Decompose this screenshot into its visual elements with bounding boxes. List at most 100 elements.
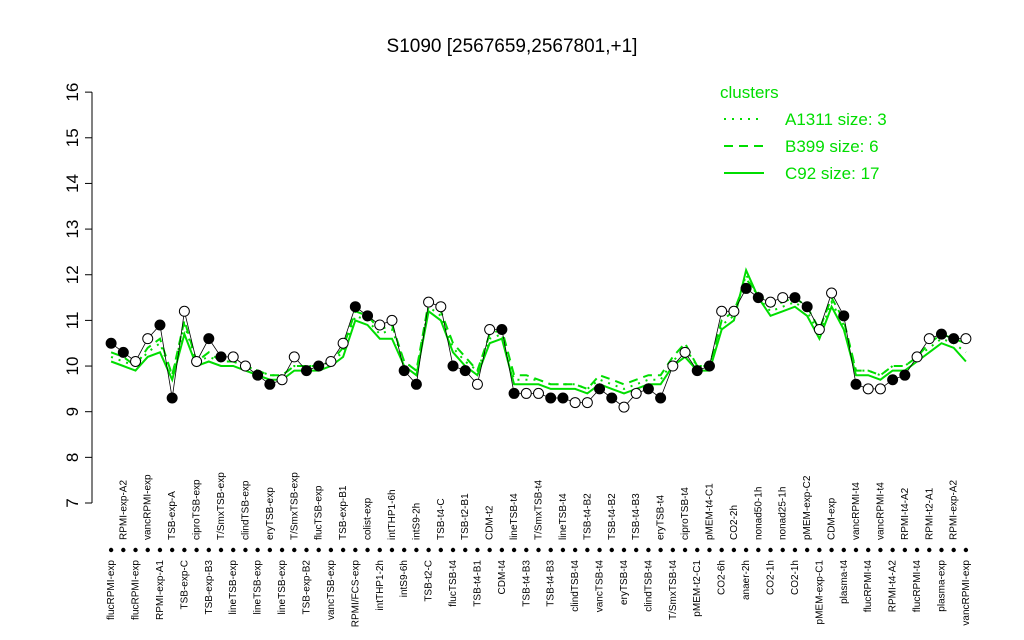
data-point xyxy=(545,392,557,404)
category-dot xyxy=(145,547,150,553)
category-dot xyxy=(438,547,444,553)
category-dot xyxy=(206,547,211,553)
data-point xyxy=(362,310,374,322)
category-dot xyxy=(340,547,346,553)
x-tick-label: RPMI-exp-A2 xyxy=(949,480,960,540)
y-tick-label: 14 xyxy=(63,174,82,193)
x-tick-label: flucRPMI-exp xyxy=(106,560,117,620)
x-tick-label: CDM-t2 xyxy=(485,505,496,540)
category-dot xyxy=(597,547,602,553)
x-tick-label: eryTSB-t4 xyxy=(619,560,630,605)
data-point xyxy=(691,365,703,377)
category-dot xyxy=(279,547,285,553)
data-point xyxy=(300,365,312,377)
x-tick-label: CO2-2h xyxy=(729,505,740,540)
data-point xyxy=(130,355,142,367)
category-dot xyxy=(646,547,651,553)
data-point xyxy=(606,392,618,404)
x-tick-label: TSB-exp-C xyxy=(179,560,190,609)
x-tick-label: lineTSB-t4 xyxy=(509,493,520,540)
cluster-line xyxy=(110,277,967,391)
data-point xyxy=(496,324,508,336)
x-tick-label: clindTSB-t4 xyxy=(570,560,581,612)
data-point xyxy=(313,360,325,372)
category-dot xyxy=(182,547,187,553)
data-point xyxy=(252,369,264,381)
category-dot xyxy=(939,547,944,553)
y-tick-label: 16 xyxy=(63,83,82,102)
data-point xyxy=(642,383,654,395)
category-dot xyxy=(695,547,700,553)
data-point xyxy=(899,369,911,381)
x-tick-label: eryTSB-exp xyxy=(265,487,276,540)
category-dot xyxy=(792,547,798,553)
data-point xyxy=(923,333,935,345)
data-point xyxy=(264,378,276,390)
data-point xyxy=(166,392,178,404)
x-tick-label: intS9-2h xyxy=(411,503,422,540)
category-dot xyxy=(572,547,578,553)
x-tick-label: RPMI-t4-A2 xyxy=(888,560,899,613)
category-dot xyxy=(463,547,468,553)
x-tick-label: pMEM-t4-C1 xyxy=(704,483,715,540)
x-tick-label: TSB-exp-B2 xyxy=(301,560,312,615)
x-tick-label: vancRPMI-t4 xyxy=(851,482,862,540)
x-tick-label: lineTSB-exp xyxy=(277,560,288,615)
category-dot xyxy=(524,547,529,553)
x-tick-label: CDM-t4 xyxy=(497,560,508,595)
data-point xyxy=(105,337,117,349)
data-point xyxy=(349,301,361,313)
category-dot xyxy=(304,547,309,553)
data-point xyxy=(154,319,166,331)
x-tick-label: T/SmxTSB-exp xyxy=(289,472,300,540)
x-tick-label: flucTSB-t4 xyxy=(448,560,459,607)
y-tick-label: 7 xyxy=(63,498,82,507)
x-tick-label: TSB-t2-B1 xyxy=(460,493,471,540)
data-point xyxy=(655,392,667,404)
category-dot xyxy=(560,547,566,553)
x-tick-label: TSB-exp-B3 xyxy=(204,560,215,615)
x-tick-label: CDM-exp xyxy=(827,497,838,540)
x-tick-label: anaer-2h xyxy=(741,560,752,600)
category-dot xyxy=(878,547,883,553)
x-tick-label: TSB-t4-B1 xyxy=(472,560,483,607)
y-tick-label: 12 xyxy=(63,265,82,284)
x-tick-label: TSB-t4-B2 xyxy=(607,493,618,540)
x-tick-label: colist-exp xyxy=(363,497,374,540)
category-dot xyxy=(633,547,639,553)
category-dot xyxy=(853,547,859,553)
x-tick-label: TSB-t4-C xyxy=(436,498,447,540)
category-dot xyxy=(511,547,517,553)
x-tick-label: flucRPMI-t4 xyxy=(863,560,874,613)
category-dot xyxy=(841,547,846,553)
legend-label: A1311 size: 3 xyxy=(785,110,887,129)
data-point xyxy=(874,383,886,395)
data-point xyxy=(862,383,874,395)
category-dot xyxy=(108,547,114,553)
x-tick-label: plasma-t4 xyxy=(839,560,850,604)
data-point xyxy=(337,337,349,349)
legend-title: clusters xyxy=(720,83,779,102)
category-dot xyxy=(548,547,553,553)
category-dot xyxy=(377,547,382,553)
data-point xyxy=(191,355,203,367)
category-dot xyxy=(609,547,614,553)
category-dot xyxy=(243,547,248,553)
category-dot xyxy=(768,547,773,553)
data-point xyxy=(386,314,398,326)
data-point xyxy=(716,305,728,317)
cluster-line xyxy=(110,267,967,395)
y-tick-label: 8 xyxy=(63,453,82,462)
data-point xyxy=(471,378,483,390)
y-tick-label: 13 xyxy=(63,220,82,239)
data-point xyxy=(813,324,825,336)
data-point xyxy=(398,365,410,377)
category-dot xyxy=(731,547,737,553)
category-dot xyxy=(780,547,785,553)
category-dot xyxy=(365,547,370,553)
data-point xyxy=(117,346,129,358)
data-point xyxy=(325,355,337,367)
data-point xyxy=(484,324,496,336)
x-tick-label: TSB-exp-A xyxy=(167,491,178,540)
